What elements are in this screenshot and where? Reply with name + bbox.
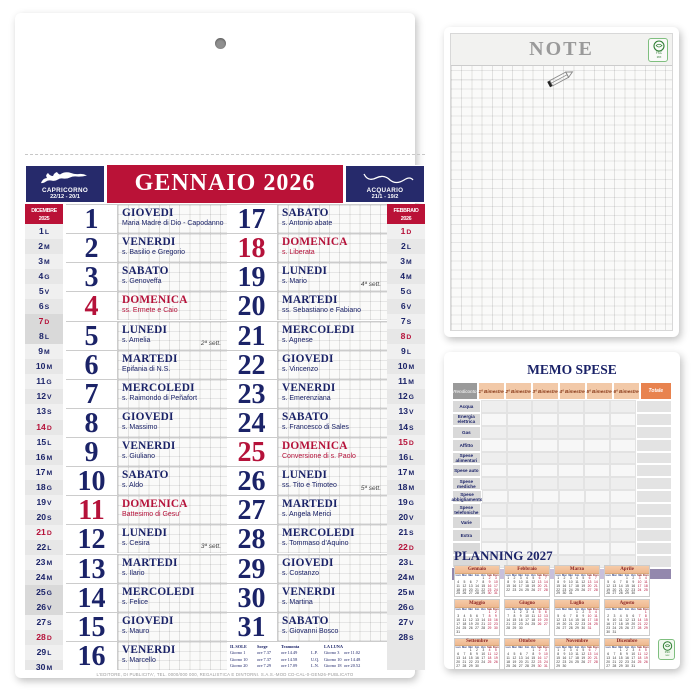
svg-text:MIX: MIX [666,655,670,657]
svg-text:FSC: FSC [665,650,671,654]
svg-text:FSC: FSC [656,51,663,55]
svg-text:MIX: MIX [657,55,662,59]
